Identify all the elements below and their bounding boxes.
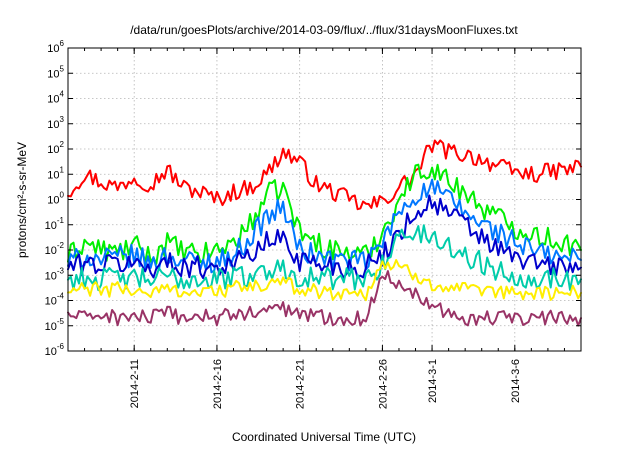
y-tick-label: 102: [47, 140, 64, 156]
y-axis-label: protons/cm²-s-sr-MeV: [15, 142, 29, 258]
y-tick-label: 10-6: [45, 342, 65, 358]
y-tick-label: 100: [47, 191, 64, 207]
y-tick-label: 106: [47, 39, 64, 55]
y-tick-labels: 10-6 10-5 10-4 10-3 10-2 10-1 100 101 102 103 104 1…: [45, 39, 65, 358]
y-tick-label: 10-4: [45, 292, 65, 308]
y-tick-label: 104: [47, 90, 64, 106]
y-tick-label: 10-1: [45, 216, 65, 232]
y-tick-label: 10-2: [45, 241, 65, 257]
chart-title: /data/run/goesPlots/archive/2014-03-09/f…: [130, 23, 518, 37]
series-lines: [67, 139, 582, 327]
y-tick-label: 10-5: [45, 317, 65, 333]
series-line: [67, 139, 582, 211]
x-tick-label: 2014-2-16: [212, 359, 224, 409]
x-tick-labels: 2014-2-11 2014-2-16 2014-2-21 2014-2-26 2014…: [129, 359, 522, 409]
y-tick-label: 103: [47, 115, 64, 131]
axes: [67, 47, 582, 352]
y-tick-label: 10-3: [45, 266, 65, 282]
y-tick-label: 105: [47, 64, 64, 80]
series-line: [67, 178, 582, 274]
series-line: [67, 259, 582, 302]
x-tick-label: 2014-2-26: [377, 359, 389, 409]
series-line: [67, 163, 582, 265]
x-tick-label: 2014-2-21: [295, 359, 307, 409]
series-line: [67, 194, 582, 280]
x-tick-label: 2014-3-1: [427, 359, 439, 403]
x-tick-label: 2014-3-6: [510, 359, 522, 403]
grid-lines: [68, 47, 581, 352]
x-axis-label: Coordinated Universal Time (UTC): [232, 430, 416, 444]
series-line: [67, 224, 582, 292]
y-tick-label: 101: [47, 165, 64, 181]
x-tick-label: 2014-2-11: [129, 359, 141, 408]
series-line: [67, 270, 582, 327]
